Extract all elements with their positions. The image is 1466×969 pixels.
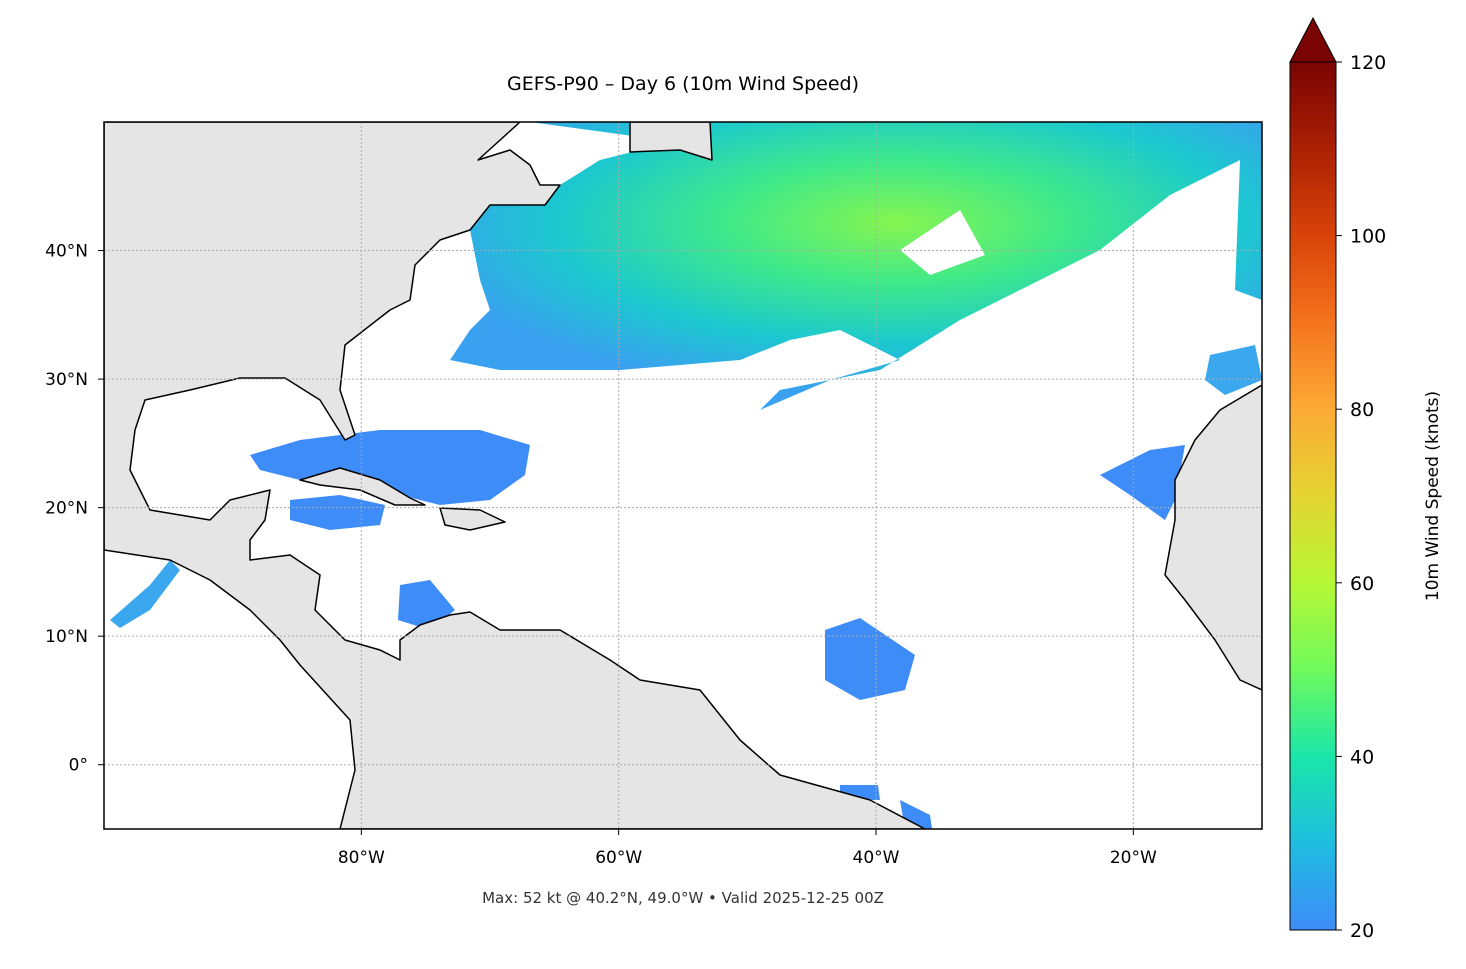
map-frame [103, 121, 1263, 830]
colorbar [1289, 61, 1337, 931]
wind-patch [1100, 445, 1185, 520]
wind-patch [840, 785, 932, 829]
x-tick-label: 40°W [853, 848, 900, 868]
newfoundland [629, 122, 713, 161]
x-tick-label: 80°W [338, 848, 385, 868]
y-tick-label: 10°N [45, 627, 88, 647]
wind-patch [1205, 345, 1262, 395]
calm-patch [900, 210, 985, 275]
colorbar-tick-label: 80 [1350, 399, 1374, 421]
land [104, 122, 1262, 829]
y-tick-label: 0° [69, 756, 88, 776]
map-title: GEFS-P90 – Day 6 (10m Wind Speed) [507, 73, 859, 95]
wind-field [110, 122, 1262, 829]
colorbar-tick-label: 100 [1350, 226, 1386, 248]
wind-patch [825, 618, 915, 700]
colorbar-ticks: 20 40 60 80 100 120 [1336, 52, 1386, 942]
wind-patch [110, 560, 180, 628]
y-tick-label: 20°N [45, 499, 88, 519]
x-tick-label: 60°W [595, 848, 642, 868]
colorbar-tick-label: 20 [1350, 920, 1374, 942]
footer-note: Max: 52 kt @ 40.2°N, 49.0°W • Valid 2025… [482, 889, 884, 907]
colorbar-label: 10m Wind Speed (knots) [1423, 391, 1443, 601]
colorbar-tick-label: 120 [1350, 52, 1386, 74]
africa [1164, 384, 1262, 691]
x-tick-label: 20°W [1110, 848, 1157, 868]
graticule [104, 122, 1262, 829]
colorbar-tick-label: 60 [1350, 573, 1374, 595]
map-area [104, 122, 1262, 829]
wind-patch [250, 430, 530, 505]
cuba [299, 467, 426, 506]
axis-labels: 80°W 60°W 40°W 20°W 0° 10°N 20°N 30°N 40°N [45, 242, 1157, 868]
wind-patch [290, 495, 385, 530]
y-tick-label: 30°N [45, 370, 88, 390]
colorbar-tick-label: 40 [1350, 746, 1374, 768]
americas [104, 122, 926, 829]
colorbar-extend [1289, 16, 1337, 63]
y-tick-label: 40°N [45, 242, 88, 262]
hispaniola [439, 507, 506, 531]
wind-swath [450, 122, 1262, 410]
